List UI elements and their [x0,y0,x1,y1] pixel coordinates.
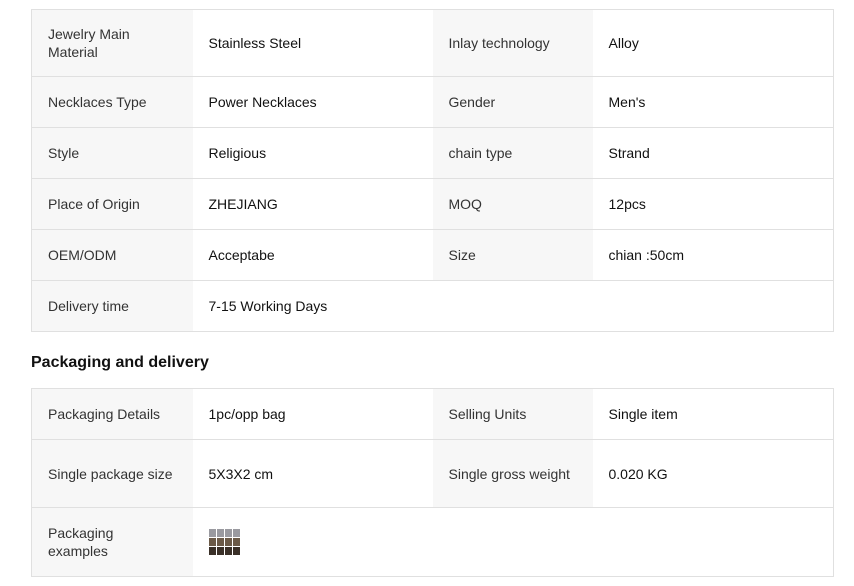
attribute-value: 7-15 Working Days [192,280,834,332]
attribute-label: Place of Origin [31,178,193,230]
attribute-label: chain type [432,127,593,179]
table-row: Delivery time 7-15 Working Days [31,280,834,332]
table-row: Place of Origin ZHEJIANG MOQ 12pcs [31,178,834,230]
attribute-label: Inlay technology [432,9,593,77]
table-row: Packaging Details 1pc/opp bag Selling Unit… [31,388,834,440]
attribute-value: Men's [592,76,834,128]
attribute-label: Selling Units [432,388,593,440]
attribute-label: Single gross weight [432,439,593,508]
attribute-value: ZHEJIANG [192,178,433,230]
packaging-heading: Packaging and delivery [31,354,209,371]
attribute-value: Religious [192,127,433,179]
attribute-label: Style [31,127,193,179]
packaging-thumbnail-image[interactable] [208,529,240,555]
attribute-value: Acceptabe [192,229,433,281]
attribute-value: chian :50cm [592,229,834,281]
packaging-table: Packaging Details 1pc/opp bag Selling Unit… [31,388,834,577]
table-row: Style Religious chain type Strand [31,127,834,179]
attribute-label: Delivery time [31,280,193,332]
attribute-label: Single package size [31,439,193,508]
attribute-label: OEM/ODM [31,229,193,281]
attribute-value: Alloy [592,9,834,77]
table-row: Packaging examples [31,507,834,577]
attribute-value: 5X3X2 cm [192,439,433,508]
attribute-label: Necklaces Type [31,76,193,128]
table-row: Jewelry Main Material Stainless Steel Inla… [31,9,834,77]
attribute-value: Strand [592,127,834,179]
table-row: OEM/ODM Acceptabe Size chian :50cm [31,229,834,281]
attribute-label: Jewelry Main Material [31,9,193,77]
attribute-value: 12pcs [592,178,834,230]
attribute-label: Gender [432,76,593,128]
attribute-label: Size [432,229,593,281]
attribute-label: Packaging Details [31,388,193,440]
packaging-examples [192,507,834,577]
attributes-table: Jewelry Main Material Stainless Steel Inla… [31,9,834,332]
attribute-value: 1pc/opp bag [192,388,433,440]
attribute-value: Stainless Steel [192,9,433,77]
table-row: Necklaces Type Power Necklaces Gender Men's [31,76,834,128]
attribute-value: Power Necklaces [192,76,433,128]
attribute-label: Packaging examples [31,507,193,577]
attribute-label: MOQ [432,178,593,230]
attribute-value: Single item [592,388,834,440]
table-row: Single package size 5X3X2 cm Single gross … [31,439,834,508]
attribute-value: 0.020 KG [592,439,834,508]
